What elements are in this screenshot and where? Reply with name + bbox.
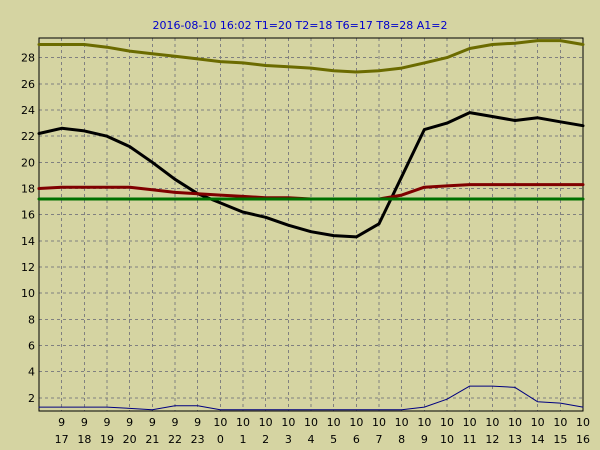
x-tick-hour-label: 14 xyxy=(531,433,545,446)
x-tick-day-label: 10 xyxy=(440,416,454,429)
y-tick-label: 2 xyxy=(28,392,35,405)
series-layer xyxy=(37,39,585,411)
x-tick-hour-label: 18 xyxy=(77,433,91,446)
x-tick-day-label: 10 xyxy=(508,416,522,429)
x-tick-hour-label: 6 xyxy=(353,433,360,446)
y-tick-label: 12 xyxy=(21,261,35,274)
x-tick-hour-label: 7 xyxy=(376,433,383,446)
x-tick-day-label: 10 xyxy=(281,416,295,429)
grid-layer xyxy=(39,38,583,411)
x-tick-hour-label: 12 xyxy=(485,433,499,446)
x-tick-hour-label: 10 xyxy=(440,433,454,446)
x-tick-day-label: 10 xyxy=(259,416,273,429)
y-tick-label: 24 xyxy=(21,104,35,117)
y-tick-label: 18 xyxy=(21,183,35,196)
x-tick-day-label: 9 xyxy=(126,416,133,429)
x-tick-day-label: 9 xyxy=(172,416,179,429)
x-tick-day-label: 10 xyxy=(463,416,477,429)
x-tick-hour-label: 2 xyxy=(262,433,269,446)
y-tick-label: 10 xyxy=(21,287,35,300)
x-tick-day-label: 10 xyxy=(531,416,545,429)
x-tick-hour-label: 3 xyxy=(285,433,292,446)
x-tick-hour-label: 5 xyxy=(330,433,337,446)
series-line-t1 xyxy=(37,111,585,239)
y-tick-label: 16 xyxy=(21,209,35,222)
x-tick-day-label: 9 xyxy=(58,416,65,429)
x-tick-hour-label: 22 xyxy=(168,433,182,446)
x-tick-day-label: 10 xyxy=(417,416,431,429)
x-tick-hour-label: 17 xyxy=(55,433,69,446)
x-tick-day-label: 10 xyxy=(349,416,363,429)
x-tick-hour-label: 4 xyxy=(308,433,315,446)
y-tick-label: 14 xyxy=(21,235,35,248)
x-tick-day-label: 10 xyxy=(553,416,567,429)
x-tick-day-label: 10 xyxy=(395,416,409,429)
x-tick-hour-label: 1 xyxy=(240,433,247,446)
x-tick-day-label: 9 xyxy=(81,416,88,429)
x-axis-ticks: 9179189199209219229231001011021031041051… xyxy=(55,416,590,446)
x-tick-hour-label: 11 xyxy=(463,433,477,446)
y-tick-label: 22 xyxy=(21,130,35,143)
x-tick-day-label: 10 xyxy=(327,416,341,429)
x-tick-day-label: 10 xyxy=(485,416,499,429)
x-tick-hour-label: 16 xyxy=(576,433,590,446)
x-tick-day-label: 10 xyxy=(304,416,318,429)
series-line-t8 xyxy=(37,39,585,74)
y-tick-label: 20 xyxy=(21,156,35,169)
y-tick-label: 4 xyxy=(28,366,35,379)
x-tick-hour-label: 9 xyxy=(421,433,428,446)
x-tick-day-label: 9 xyxy=(194,416,201,429)
x-tick-hour-label: 8 xyxy=(398,433,405,446)
x-tick-hour-label: 20 xyxy=(123,433,137,446)
x-tick-day-label: 9 xyxy=(104,416,111,429)
x-tick-day-label: 9 xyxy=(149,416,156,429)
x-tick-day-label: 10 xyxy=(372,416,386,429)
y-tick-label: 26 xyxy=(21,78,35,91)
x-tick-day-label: 10 xyxy=(236,416,250,429)
x-tick-hour-label: 13 xyxy=(508,433,522,446)
x-tick-hour-label: 15 xyxy=(553,433,567,446)
x-tick-hour-label: 23 xyxy=(191,433,205,446)
x-tick-hour-label: 21 xyxy=(145,433,159,446)
series-line-a1 xyxy=(38,385,584,411)
x-tick-day-label: 10 xyxy=(213,416,227,429)
y-tick-label: 6 xyxy=(28,340,35,353)
x-tick-hour-label: 0 xyxy=(217,433,224,446)
plot-frame xyxy=(38,37,584,412)
chart-title: 2016-08-10 16:02 T1=20 T2=18 T6=17 T8=28… xyxy=(152,19,447,32)
y-tick-label: 8 xyxy=(28,313,35,326)
x-tick-hour-label: 19 xyxy=(100,433,114,446)
y-tick-label: 28 xyxy=(21,52,35,65)
x-tick-day-label: 10 xyxy=(576,416,590,429)
